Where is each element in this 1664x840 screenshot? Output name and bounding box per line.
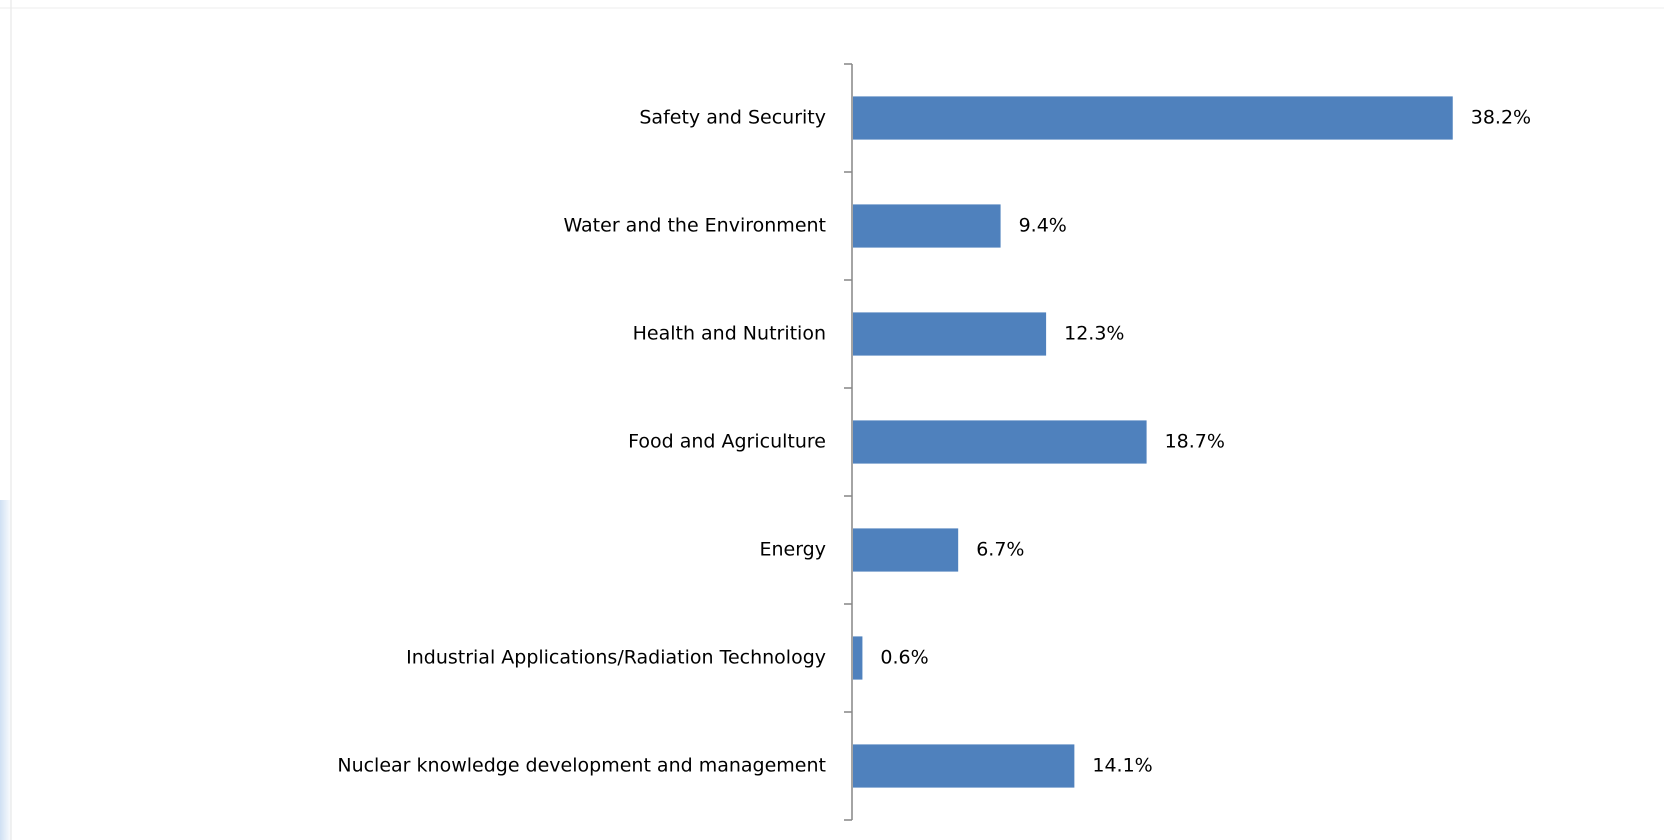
data-label: 14.1% xyxy=(1092,755,1152,777)
bar xyxy=(853,744,1075,788)
category-label: Water and the Environment xyxy=(563,215,826,237)
category-label: Industrial Applications/Radiation Techno… xyxy=(406,647,826,669)
bar xyxy=(853,96,1453,140)
data-label: 38.2% xyxy=(1471,107,1531,129)
bar xyxy=(853,420,1147,464)
category-label: Health and Nutrition xyxy=(633,323,826,345)
category-label: Nuclear knowledge development and manage… xyxy=(337,755,826,777)
bar xyxy=(853,528,959,572)
category-label: Energy xyxy=(759,539,826,561)
data-label: 6.7% xyxy=(976,539,1024,561)
bar xyxy=(853,636,863,680)
bar xyxy=(853,312,1047,356)
data-label: 0.6% xyxy=(880,647,928,669)
data-label: 18.7% xyxy=(1165,431,1225,453)
category-label: Safety and Security xyxy=(639,107,826,129)
data-label: 12.3% xyxy=(1064,323,1124,345)
frame-edge xyxy=(0,500,12,840)
bar xyxy=(853,204,1001,248)
category-label: Food and Agriculture xyxy=(628,431,826,453)
data-label: 9.4% xyxy=(1019,215,1067,237)
